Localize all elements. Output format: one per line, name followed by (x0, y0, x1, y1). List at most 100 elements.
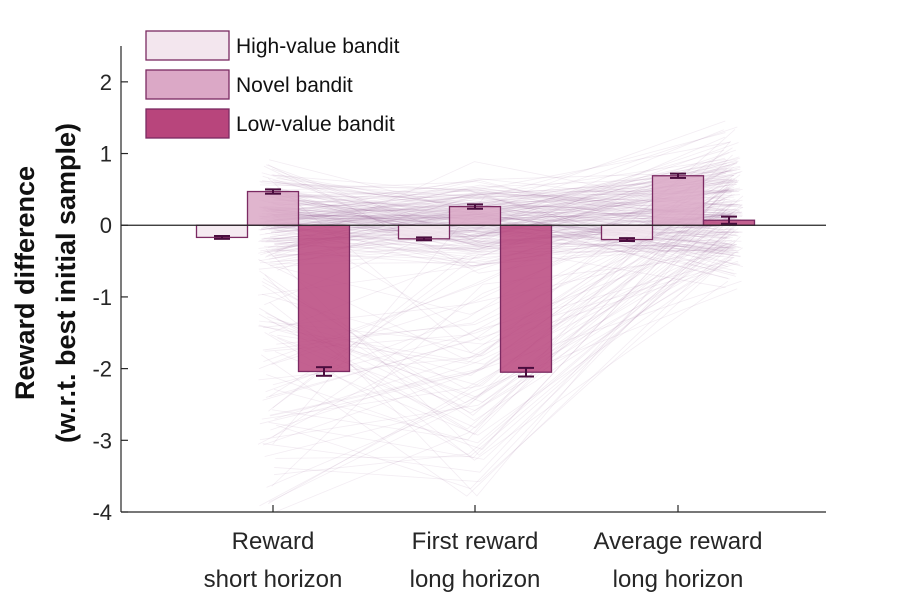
y-tick-label: -4 (92, 500, 112, 525)
y-tick-label: -1 (92, 285, 112, 310)
subject-line (277, 187, 741, 236)
subject-line (260, 201, 738, 237)
subject-line (268, 203, 735, 229)
subject-line (259, 196, 735, 236)
subject-line (266, 187, 728, 450)
subject-line (259, 288, 738, 507)
subject-line (260, 141, 731, 232)
subject-line (275, 216, 733, 250)
x-category-label-line1: Average reward (594, 528, 763, 555)
subject-line (277, 142, 739, 235)
subject-line (268, 219, 741, 503)
subject-line (275, 185, 730, 220)
subject-line (274, 206, 739, 233)
subject-line (266, 193, 730, 217)
x-category-labels: Reward short horizon First reward long hori… (204, 528, 763, 593)
subject-line (277, 178, 733, 238)
y-tick-label: -2 (92, 357, 112, 382)
subject-line (259, 169, 732, 238)
y-axis-label-line2: (w.r.t. best initial sample) (51, 123, 81, 443)
subject-line (269, 198, 728, 238)
y-tick-label: 0 (100, 213, 112, 238)
subject-line (260, 132, 726, 231)
subject-line (271, 255, 724, 487)
x-category-label-line1: First reward (412, 528, 539, 555)
subject-line (265, 195, 731, 215)
y-ticks: 2 1 0 -1 -2 -3 -4 (92, 70, 128, 525)
legend-swatch (145, 69, 230, 100)
bar (246, 190, 300, 226)
subject-line (264, 158, 727, 222)
subject-line (261, 171, 733, 229)
x-category-label-line2: long horizon (410, 566, 541, 593)
subject-line (269, 136, 726, 243)
bar (651, 175, 705, 226)
subject-line (266, 181, 731, 233)
legend-swatch (145, 30, 230, 61)
subject-line (262, 175, 733, 238)
subject-line (260, 175, 735, 231)
legend: High-value bandit Novel bandit Low-value b… (145, 30, 400, 139)
subject-line (262, 192, 732, 223)
subject-line (271, 178, 728, 218)
subject-line (264, 186, 730, 459)
y-axis-label: Reward difference (w.r.t. best initial s… (10, 123, 81, 443)
subject-line (268, 188, 739, 237)
subject-line (271, 140, 732, 441)
subject-line (259, 184, 735, 275)
subject-line (267, 162, 738, 244)
subject-line (259, 193, 730, 227)
bar (499, 224, 553, 373)
subject-line (258, 199, 729, 221)
subject-line (274, 183, 728, 268)
subject-line (267, 164, 728, 274)
subject-line (269, 209, 724, 416)
subject-line (274, 256, 733, 436)
y-tick-label: 2 (100, 70, 112, 95)
subject-line (266, 257, 726, 488)
error-bars (214, 172, 737, 378)
subject-line (259, 228, 739, 441)
subject-line (261, 236, 741, 497)
x-category-label-line1: Reward (232, 528, 315, 555)
subject-line (273, 211, 726, 288)
legend-label: Novel bandit (236, 74, 353, 97)
bars (195, 175, 756, 373)
subject-line (271, 168, 735, 248)
subject-line (263, 141, 730, 208)
subject-line (262, 221, 728, 446)
y-axis-label-line1: Reward difference (10, 166, 40, 400)
subject-line (273, 173, 726, 228)
subject-line (265, 160, 739, 398)
subject-line (275, 188, 729, 513)
legend-label: Low-value bandit (236, 113, 395, 136)
subject-line (260, 179, 736, 241)
subject-line (274, 188, 743, 246)
subject-line (270, 240, 736, 431)
legend-label: High-value bandit (236, 35, 400, 58)
bar (297, 224, 351, 373)
subject-line (269, 197, 735, 230)
legend-swatch (145, 108, 230, 139)
subject-line (271, 192, 737, 248)
subject-line (268, 177, 729, 199)
subject-line (261, 181, 734, 420)
subject-line (261, 192, 737, 240)
subject-line (275, 241, 727, 459)
subject-line (262, 203, 733, 473)
y-tick-label: -3 (92, 428, 112, 453)
subject-line (268, 218, 742, 460)
subject-line (273, 228, 732, 476)
subject-line (267, 178, 735, 196)
subject-line (270, 249, 724, 417)
subject-line (262, 260, 739, 401)
x-category-label-line2: short horizon (204, 566, 343, 593)
subject-line (274, 253, 734, 483)
subject-line (259, 280, 742, 425)
x-category-label-line2: long horizon (613, 566, 744, 593)
subject-line (270, 167, 728, 204)
subject-line (257, 259, 732, 445)
subject-line (265, 159, 738, 239)
y-tick-label: 1 (100, 142, 112, 167)
